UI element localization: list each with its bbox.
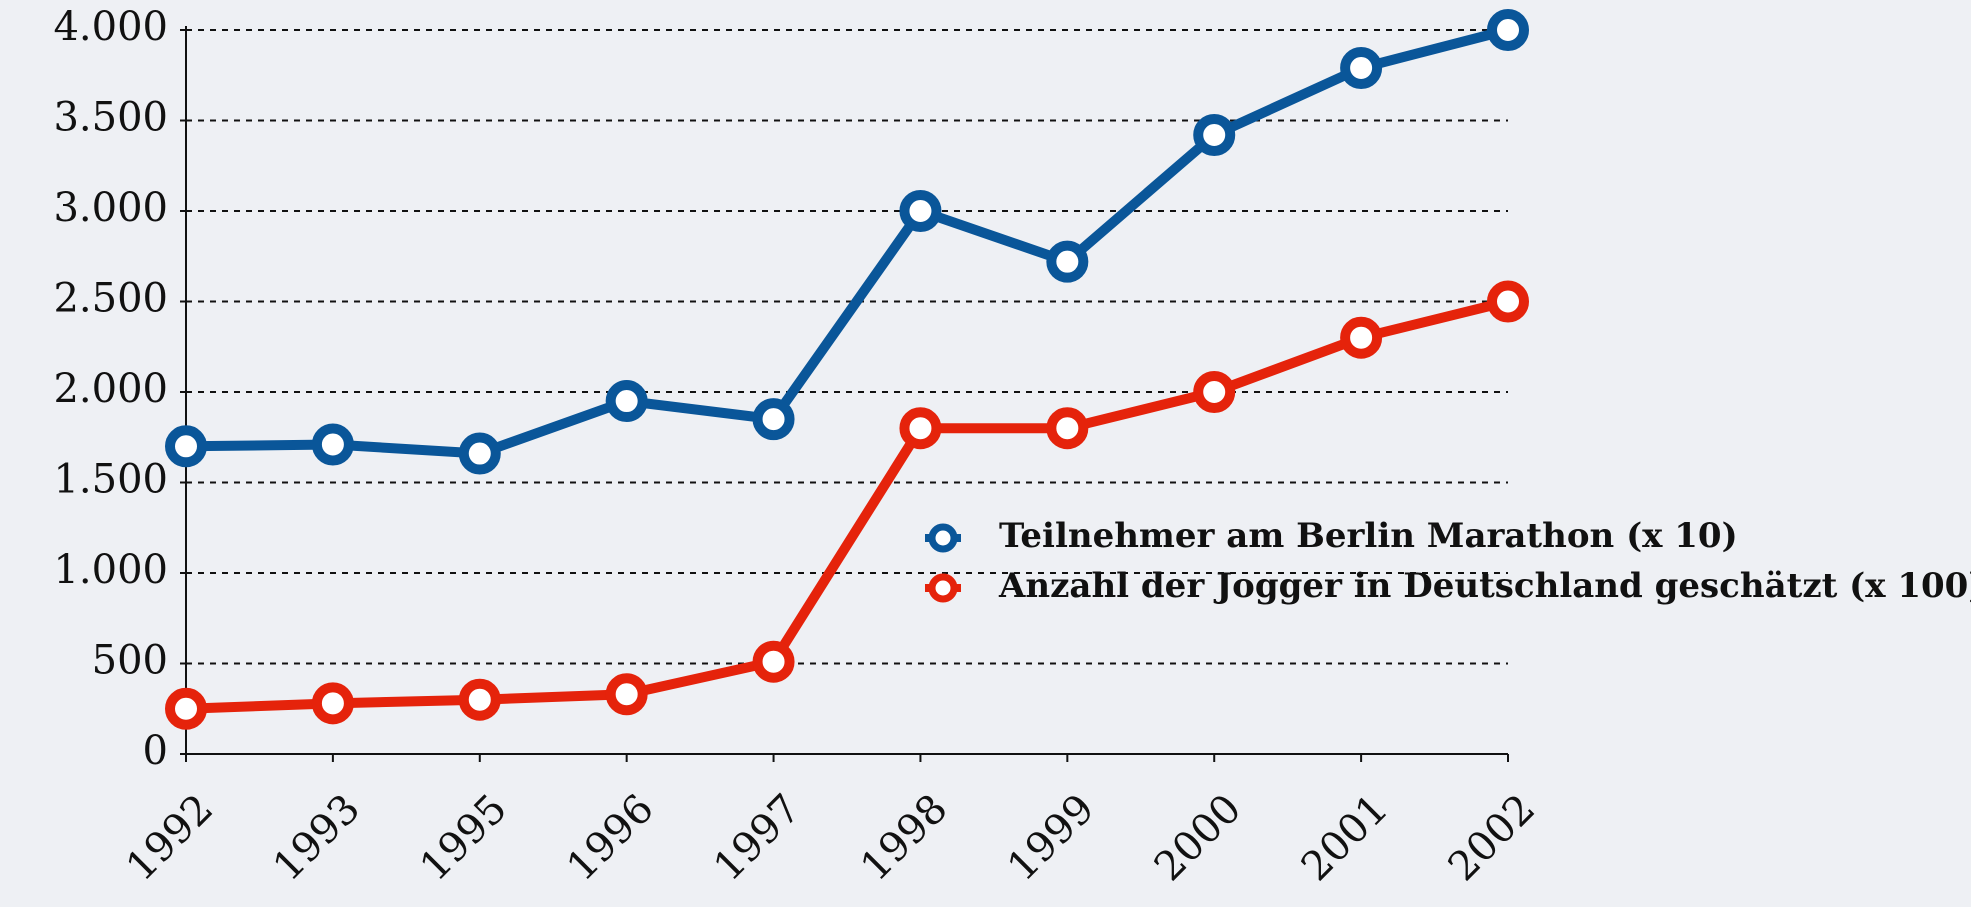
y-tick-label: 2.000: [53, 366, 168, 412]
series-line: [185, 25, 1510, 459]
data-point: [165, 425, 207, 468]
x-tick-label: 1998: [852, 786, 957, 891]
legend-label: Teilnehmer am Berlin Marathon (x 10): [999, 516, 1738, 556]
x-tick-label: 1997: [705, 786, 810, 891]
data-point: [1046, 407, 1089, 450]
series-line: [185, 296, 1510, 714]
data-point: [458, 678, 501, 721]
data-point: [1487, 9, 1529, 51]
y-tick-label: 1.500: [53, 457, 168, 503]
legend-label: Anzahl der Jogger in Deutschland geschät…: [998, 566, 1971, 606]
y-tick-label: 3.500: [53, 95, 168, 141]
x-tick-label: 1992: [118, 786, 223, 891]
x-tick-label: 2002: [1440, 786, 1545, 891]
y-tick-label: 2.500: [53, 276, 168, 322]
data-point: [1193, 113, 1236, 156]
y-tick-label: 500: [92, 638, 168, 684]
x-tick-label: 2001: [1293, 786, 1398, 891]
data-point: [1340, 47, 1383, 90]
data-point: [752, 398, 795, 441]
legend-marker: [928, 523, 958, 553]
data-point: [311, 682, 354, 725]
x-tick-label: 1996: [558, 786, 663, 891]
data-point: [899, 190, 942, 232]
y-tick-label: 0: [143, 728, 168, 774]
x-tick-label: 1993: [265, 786, 370, 891]
data-point: [1046, 240, 1089, 283]
data-point: [1193, 371, 1236, 413]
y-tick-label: 3.000: [53, 185, 168, 231]
data-point: [1487, 280, 1529, 323]
legend-marker: [928, 573, 958, 603]
x-tick-label: 1999: [999, 786, 1104, 891]
data-point: [165, 687, 207, 730]
data-point: [605, 673, 648, 716]
data-point: [458, 432, 501, 475]
x-tick-label: 1995: [411, 786, 516, 891]
y-tick-label: 1.000: [53, 547, 168, 593]
data-point: [1340, 316, 1383, 359]
data-point: [752, 640, 795, 683]
data-point: [899, 407, 942, 450]
x-tick-label: 2000: [1146, 786, 1251, 891]
data-point: [605, 380, 648, 423]
data-point: [311, 423, 354, 466]
y-tick-label: 4.000: [53, 4, 168, 50]
